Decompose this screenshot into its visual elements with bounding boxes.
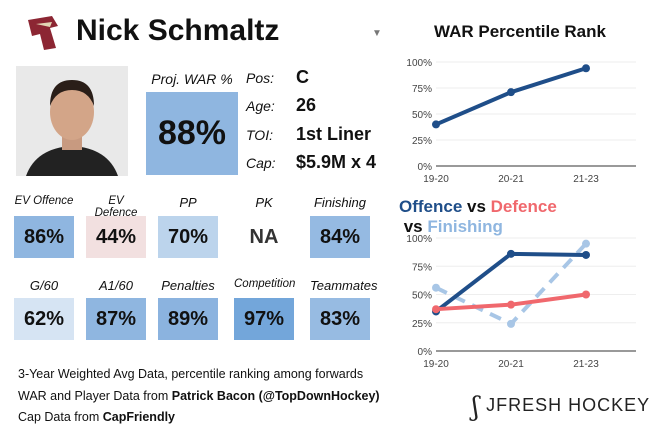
x-tick-label: 19-20 xyxy=(423,174,449,185)
tile-value: 70% xyxy=(158,216,218,258)
tile-value: 97% xyxy=(234,298,294,340)
tile-value: 84% xyxy=(310,216,370,258)
brand-mark-icon: ʃ xyxy=(472,392,481,422)
player-photo xyxy=(16,66,128,176)
tile-label: PK xyxy=(255,195,273,210)
cap-label: Cap: xyxy=(246,155,276,171)
y-tick-label: 50% xyxy=(412,291,432,302)
tile-label: A1/60 xyxy=(99,278,133,293)
war-chart: 0% 25% 50% 75% 100% 19-20 20-21 21-23 xyxy=(406,58,636,185)
toi-value: 1st Liner xyxy=(296,124,372,144)
tile-value: 83% xyxy=(310,298,370,340)
tile-label: Competition xyxy=(234,278,296,290)
y-tick-label: 100% xyxy=(406,234,432,245)
title-vs-1: vs xyxy=(462,197,491,216)
brand-logo: ʃ JFRESH HOCKEY xyxy=(472,392,650,422)
proj-war-value: 88% xyxy=(146,92,238,175)
x-tick-label: 19-20 xyxy=(423,359,449,370)
y-tick-label: 0% xyxy=(418,162,433,173)
age-value: 26 xyxy=(296,95,317,115)
y-tick-label: 0% xyxy=(418,347,433,358)
y-tick-label: 75% xyxy=(412,84,432,95)
pos-value: C xyxy=(296,67,309,87)
title-offence: Offence xyxy=(399,197,463,216)
age-label: Age: xyxy=(246,98,275,114)
tile-label: PP xyxy=(179,195,197,210)
cap-source-name: CapFriendly xyxy=(102,410,176,424)
footer-note: 3-Year Weighted Avg Data, percentile ran… xyxy=(18,367,364,381)
x-tick-label: 20-21 xyxy=(498,359,524,370)
y-tick-label: 50% xyxy=(412,110,432,121)
title-defence: Defence xyxy=(490,197,557,216)
cap-source-text: Cap Data from xyxy=(18,410,103,424)
data-point xyxy=(582,64,590,73)
war-source-text: WAR and Player Data from xyxy=(18,389,172,403)
data-point xyxy=(582,250,590,259)
x-tick-label: 20-21 xyxy=(498,174,524,185)
tile-label: Penalties xyxy=(161,278,215,293)
data-point xyxy=(432,283,440,292)
proj-war-label: Proj. WAR % xyxy=(151,71,233,87)
tile-value: 62% xyxy=(14,298,74,340)
y-tick-label: 25% xyxy=(412,136,432,147)
team-logo xyxy=(28,16,58,50)
data-point xyxy=(507,300,515,309)
data-point xyxy=(507,88,515,97)
tile-value: 87% xyxy=(86,298,146,340)
dropdown-caret-icon[interactable]: ▼ xyxy=(372,28,382,39)
toi-label: TOI: xyxy=(246,127,273,143)
cap-value: $5.9M x 4 xyxy=(296,152,377,172)
title-finishing: Finishing xyxy=(427,217,503,236)
war-chart-title: WAR Percentile Rank xyxy=(434,22,606,41)
y-tick-label: 25% xyxy=(412,319,432,330)
tile-label: EV Offence xyxy=(14,195,74,207)
tile-label: Finishing xyxy=(313,195,367,210)
footer-war-source: WAR and Player Data from Patrick Bacon (… xyxy=(18,389,380,403)
title-vs-2: vs xyxy=(399,217,428,236)
tile-label: Teammates xyxy=(310,278,378,293)
tile-value: 86% xyxy=(14,216,74,258)
brand-name: JFRESH HOCKEY xyxy=(486,395,651,415)
tile-value: NA xyxy=(234,216,294,258)
data-point xyxy=(507,249,515,258)
data-point xyxy=(582,290,590,299)
footer-cap-source: Cap Data from CapFriendly xyxy=(18,410,175,424)
tile-value: 44% xyxy=(86,216,146,258)
x-tick-label: 21-23 xyxy=(573,359,599,370)
x-tick-label: 21-23 xyxy=(573,174,599,185)
ovd-chart: 0% 25% 50% 75% 100% 19-20 20-21 21-23 xyxy=(406,234,636,370)
y-tick-label: 100% xyxy=(406,58,432,69)
data-point xyxy=(507,319,515,328)
war-source-name: Patrick Bacon (@TopDownHockey) xyxy=(171,389,380,403)
tile-value: 89% xyxy=(158,298,218,340)
series-line-war xyxy=(435,66,587,127)
data-point xyxy=(432,120,440,129)
pos-label: Pos: xyxy=(246,70,275,86)
y-tick-label: 75% xyxy=(412,262,432,273)
ovd-chart-title: Offence vs Defence vs Finishing xyxy=(399,197,652,237)
data-point xyxy=(432,305,440,314)
player-name: Nick Schmaltz xyxy=(76,14,280,47)
data-point xyxy=(582,239,590,248)
tile-label: G/60 xyxy=(29,278,59,293)
